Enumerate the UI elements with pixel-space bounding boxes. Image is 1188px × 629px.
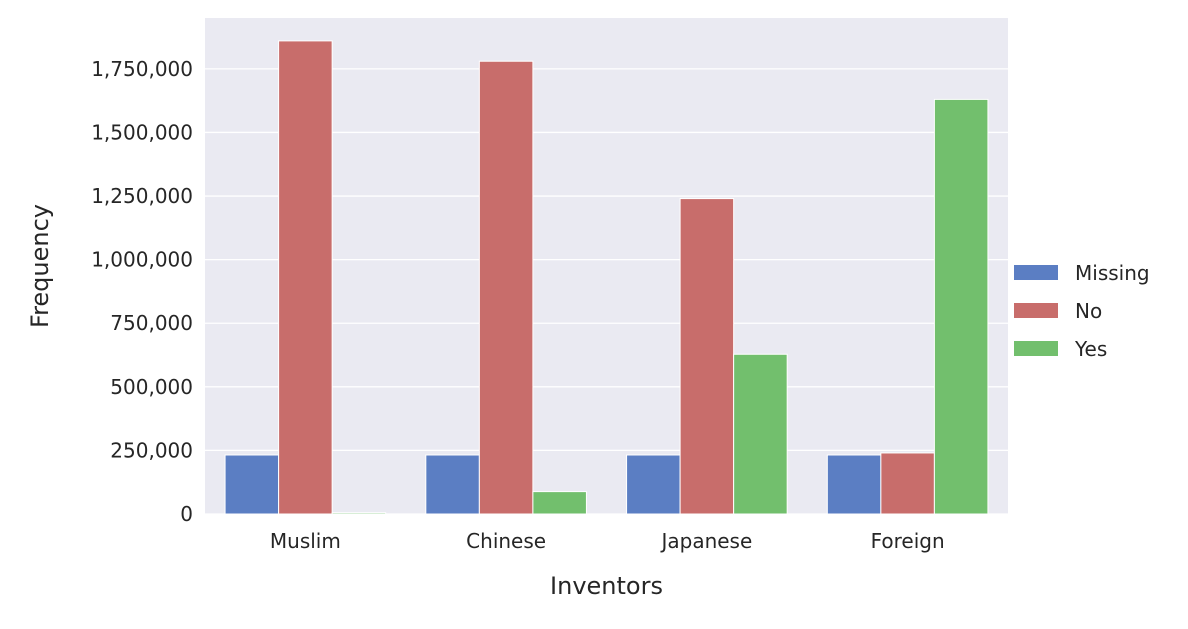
y-tick-label: 250,000	[110, 438, 193, 462]
x-tick-label: Foreign	[871, 529, 945, 553]
y-tick-label: 0	[180, 502, 193, 526]
x-axis-label: Inventors	[550, 572, 663, 600]
bar-yes-muslim	[331, 512, 387, 515]
y-tick-label: 750,000	[110, 311, 193, 335]
legend-swatch	[1014, 265, 1058, 280]
plot-area	[205, 18, 1008, 514]
bar-no-japanese	[679, 198, 735, 515]
y-tick-label: 1,750,000	[91, 57, 193, 81]
bar-missing-chinese	[425, 454, 480, 515]
bar-no-muslim	[278, 40, 333, 515]
legend-swatch	[1014, 341, 1058, 356]
x-tick-label: Muslim	[270, 529, 341, 553]
bar-no-foreign	[880, 452, 935, 515]
y-tick-label: 1,250,000	[91, 184, 193, 208]
bar-missing-foreign	[826, 454, 882, 515]
x-axis-ticks: Muslim Chinese Japanese Foreign	[270, 529, 945, 553]
bar-yes-chinese	[532, 491, 587, 515]
bar-missing-muslim	[224, 454, 280, 515]
x-tick-label: Chinese	[466, 529, 546, 553]
legend: Missing No Yes	[1014, 261, 1150, 361]
bar-yes-foreign	[933, 98, 989, 515]
y-tick-label: 500,000	[110, 375, 193, 399]
y-tick-label: 1,000,000	[91, 248, 193, 272]
x-tick-label: Japanese	[659, 529, 752, 553]
bar-missing-japanese	[626, 454, 681, 515]
legend-label: Missing	[1075, 261, 1150, 285]
y-tick-label: 1,500,000	[91, 120, 193, 144]
y-axis-label: Frequency	[26, 204, 54, 328]
legend-label: Yes	[1074, 337, 1107, 361]
legend-swatch	[1014, 303, 1058, 318]
y-axis-ticks: 0 250,000 500,000 750,000 1,000,000 1,250,000…	[91, 57, 193, 526]
legend-label: No	[1075, 299, 1102, 323]
bar-no-chinese	[478, 60, 534, 515]
bar-yes-japanese	[733, 353, 788, 515]
bars	[224, 40, 989, 515]
